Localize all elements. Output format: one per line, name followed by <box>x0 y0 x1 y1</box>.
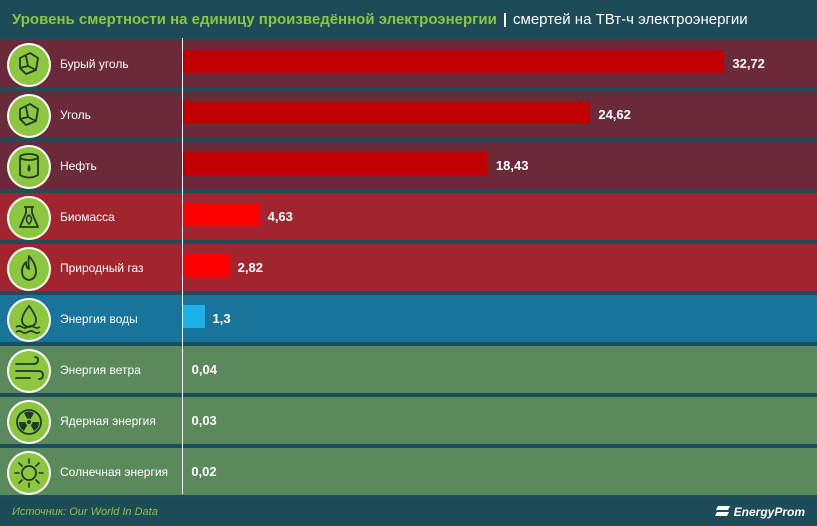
source-text: Источник: Our World In Data <box>12 506 158 518</box>
category-label: Бурый уголь <box>60 56 129 71</box>
chart-row: Нефть 18,43 <box>0 142 817 189</box>
gas-flame-icon <box>6 246 52 292</box>
category-label: Биомасса <box>60 209 115 224</box>
category-label: Уголь <box>60 107 91 122</box>
axis-line <box>182 38 183 494</box>
bar <box>183 50 725 73</box>
chart-title: Уровень смертности на единицу произведён… <box>12 10 497 28</box>
chart-area: Бурый уголь 32,72 Уголь 24,62 Нефть 18,43 Биом… <box>0 38 817 500</box>
brand-logo: EnergyProm <box>714 505 805 519</box>
water-drop-icon <box>6 297 52 343</box>
radiation-icon <box>6 399 52 445</box>
oil-barrel-icon <box>6 144 52 190</box>
chart-subtitle: смертей на ТВт-ч электроэнергии <box>513 10 748 28</box>
value-label: 1,3 <box>212 311 231 326</box>
value-label: 32,72 <box>732 56 765 71</box>
value-label: 18,43 <box>495 158 529 173</box>
title-bar: Уровень смертности на единицу произведён… <box>0 0 817 38</box>
value-label: 0,03 <box>191 413 217 428</box>
chart-row: Солнечная энергия 0,02 <box>0 448 817 495</box>
biomass-icon <box>6 195 52 241</box>
chart-row: Природный газ 2,82 <box>0 244 817 291</box>
value-label: 24,62 <box>598 107 631 122</box>
bar <box>183 305 205 328</box>
title-separator: | <box>502 10 508 28</box>
brand-name: EnergyProm <box>733 505 805 519</box>
category-label: Солнечная энергия <box>60 464 169 479</box>
category-label: Ядерная энергия <box>60 413 156 428</box>
bar <box>183 254 230 277</box>
chart-row: Энергия воды 1,3 <box>0 295 817 342</box>
brand-mark-icon <box>714 506 730 516</box>
chart-row: Энергия ветра 0,04 <box>0 346 817 393</box>
category-label: Природный газ <box>60 260 144 275</box>
coal-icon <box>6 42 52 88</box>
value-label: 0,04 <box>191 362 217 377</box>
chart-row: Ядерная энергия 0,03 <box>0 397 817 444</box>
chart-row: Бурый уголь 32,72 <box>0 40 817 87</box>
value-label: 4,63 <box>267 209 293 224</box>
category-label: Энергия воды <box>60 311 138 326</box>
category-label: Энергия ветра <box>60 362 141 377</box>
chart-row: Уголь 24,62 <box>0 91 817 138</box>
bar <box>183 203 260 226</box>
wind-icon <box>6 348 52 394</box>
value-label: 2,82 <box>237 260 263 275</box>
bar <box>183 152 488 175</box>
bar <box>183 101 591 124</box>
chart-row: Биомасса 4,63 <box>0 193 817 240</box>
footer: Источник: Our World In Data EnergyProm <box>0 500 817 526</box>
coal-icon <box>6 93 52 139</box>
category-label: Нефть <box>60 158 97 173</box>
sun-icon <box>6 450 52 496</box>
value-label: 0,02 <box>191 464 217 479</box>
